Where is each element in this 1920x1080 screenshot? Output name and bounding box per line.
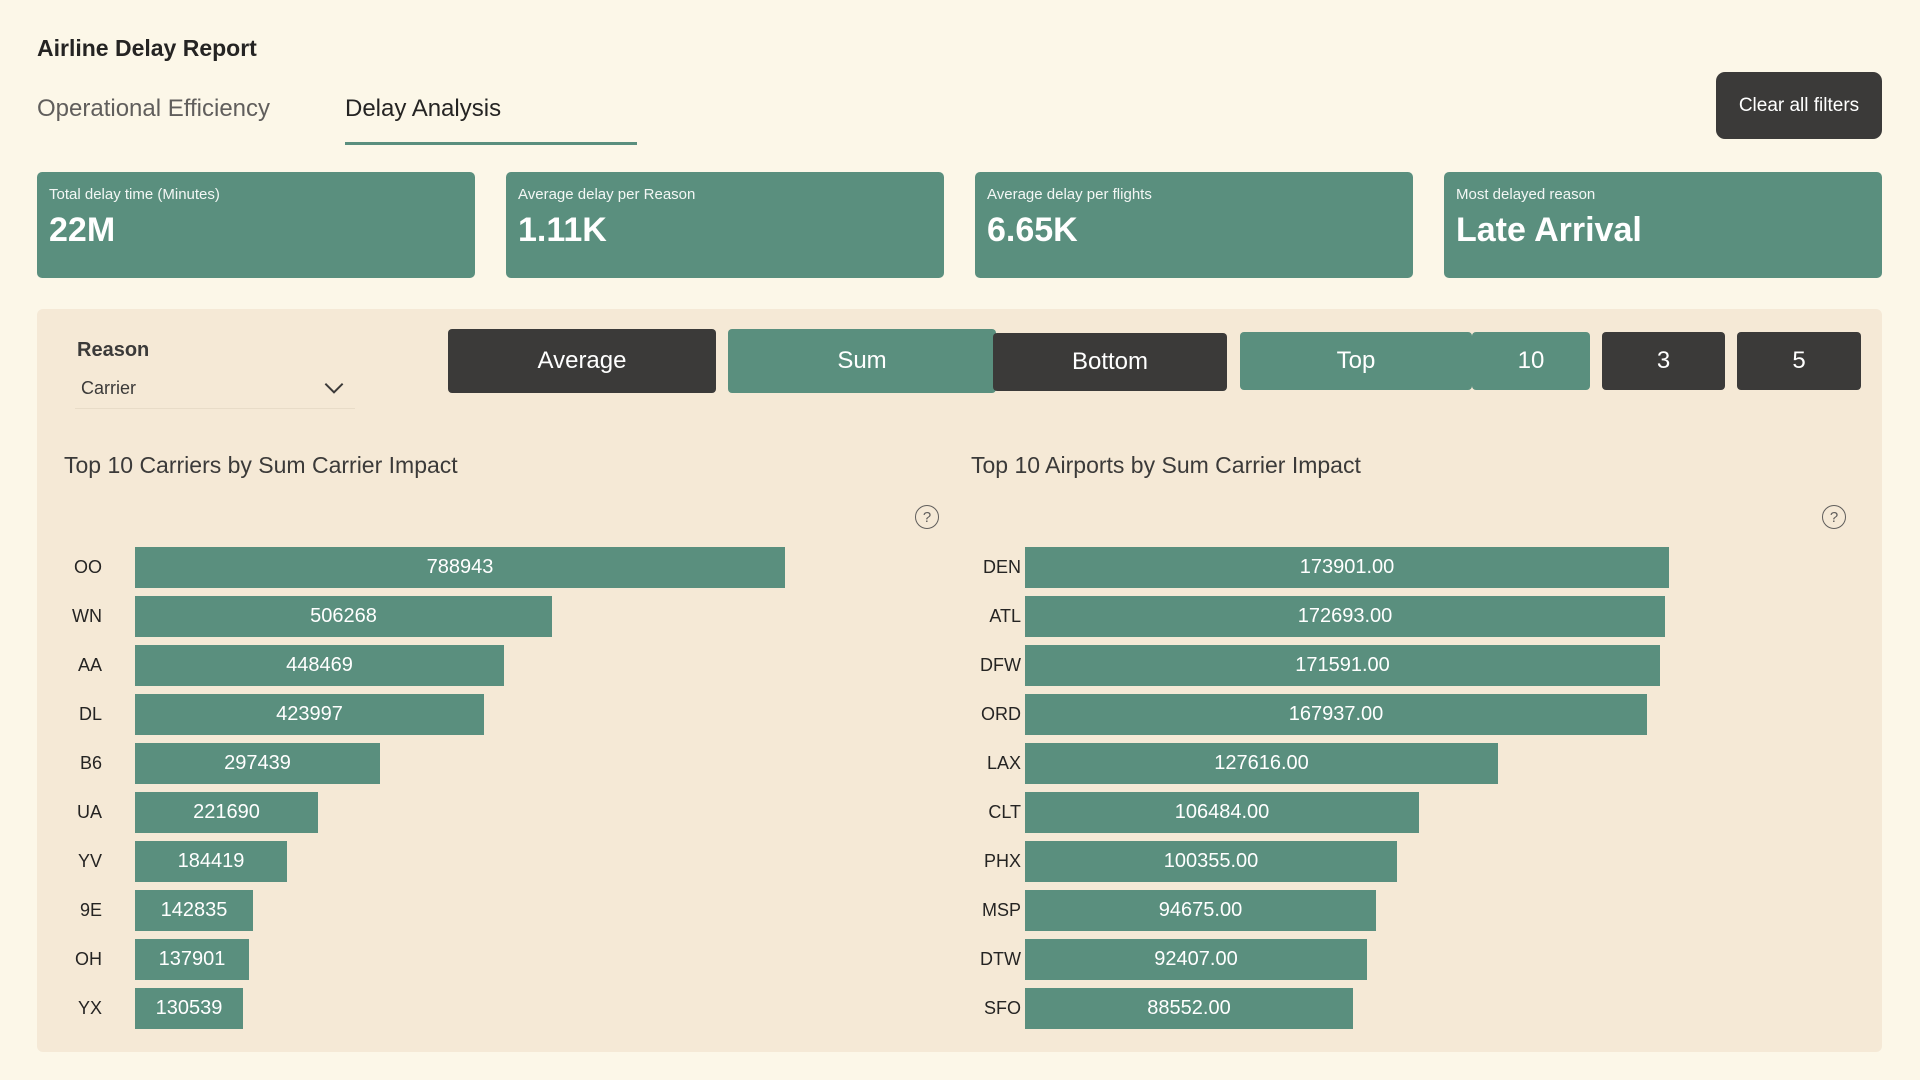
bar-value-label: 88552.00 (1147, 997, 1231, 1019)
bar[interactable] (135, 743, 380, 784)
bar-category-label: DL (78, 704, 102, 724)
bar[interactable] (1025, 841, 1397, 882)
bar-value-label: 788943 (426, 556, 494, 578)
bar[interactable] (135, 841, 287, 882)
bar-value-label: 423997 (276, 703, 343, 725)
bar-value-label: 100355.00 (1163, 850, 1259, 872)
average-button[interactable]: Average (448, 329, 716, 393)
kpi-value: 1.11K (518, 211, 607, 249)
airports-chart-title: Top 10 Airports by Sum Carrier Impact (971, 452, 1361, 478)
kpi-label: Total delay time (Minutes) (49, 186, 220, 203)
bar-category-label: OH (75, 949, 102, 969)
tab-operational-efficiency[interactable]: Operational Efficiency (37, 95, 271, 122)
bar[interactable] (135, 939, 249, 980)
bar-category-label: DTW (980, 949, 1021, 969)
clear-all-filters-button[interactable]: Clear all filters (1716, 72, 1882, 139)
bar[interactable] (1025, 988, 1353, 1029)
bar-category-label: UA (76, 802, 102, 822)
bar-value-label: 130539 (155, 997, 223, 1019)
bar-value-label: 172693.00 (1297, 605, 1393, 627)
kpi-label: Average delay per Reason (518, 186, 696, 203)
reason-filter-label: Reason (77, 339, 150, 361)
count-3-button[interactable]: 3 (1602, 332, 1725, 390)
bar-value-label: 448469 (286, 654, 353, 676)
bar-category-label: B6 (79, 753, 102, 773)
kpi-label: Most delayed reason (1456, 186, 1596, 203)
carriers-chart-title: Top 10 Carriers by Sum Carrier Impact (64, 452, 458, 478)
bar[interactable] (135, 596, 552, 637)
bar-value-label: 221690 (193, 801, 260, 823)
bar-category-label: AA (77, 655, 102, 675)
bar[interactable] (1025, 939, 1367, 980)
bar-value-label: 297439 (224, 752, 291, 774)
bar-value-label: 506268 (310, 605, 377, 627)
bar-category-label: YV (77, 851, 102, 871)
kpi-card-average-delay-per-flights: Average delay per flights 6.65K (975, 172, 1413, 278)
bar-value-label: 173901.00 (1299, 556, 1395, 578)
kpi-card-average-delay-per-reason: Average delay per Reason 1.11K (506, 172, 944, 278)
kpi-value: Late Arrival (1456, 211, 1642, 249)
bar[interactable] (135, 694, 484, 735)
bar-category-label: ATL (989, 606, 1021, 626)
bar[interactable] (1025, 890, 1376, 931)
bar-category-label: MSP (981, 900, 1021, 920)
count-5-button[interactable]: 5 (1737, 332, 1861, 390)
bar-category-label: CLT (988, 802, 1021, 822)
bar-category-label: DEN (982, 557, 1021, 577)
bar-value-label: 184419 (177, 850, 245, 872)
bar-category-label: WN (72, 606, 102, 626)
bar-value-label: 137901 (158, 948, 226, 970)
bar-category-label: DFW (980, 655, 1021, 675)
bar-value-label: 171591.00 (1295, 654, 1390, 676)
help-icon[interactable]: ? (1822, 505, 1846, 529)
bar-value-label: 106484.00 (1174, 801, 1270, 823)
bar[interactable] (135, 547, 785, 588)
bar-category-label: YX (77, 998, 102, 1018)
bar[interactable] (1025, 547, 1669, 588)
sum-button[interactable]: Sum (728, 329, 996, 393)
bar-category-label: LAX (986, 753, 1021, 773)
tab-bar: Operational Efficiency Delay Analysis (37, 95, 677, 147)
bar[interactable] (135, 988, 243, 1029)
bar-value-label: 94675.00 (1158, 899, 1243, 921)
bar[interactable] (1025, 694, 1647, 735)
kpi-label: Average delay per flights (987, 186, 1152, 203)
reason-dropdown[interactable]: Carrier (75, 369, 355, 409)
bar-category-label: ORD (981, 704, 1021, 724)
active-tab-indicator (345, 142, 637, 145)
bar-value-label: 92407.00 (1154, 948, 1238, 970)
bar-value-label: 127616.00 (1214, 752, 1309, 774)
top-button[interactable]: Top (1240, 332, 1472, 390)
bar[interactable] (135, 645, 504, 686)
bar-value-label: 167937.00 (1288, 703, 1384, 725)
chevron-down-icon (324, 382, 344, 394)
bar-value-label: 142835 (160, 899, 228, 921)
bar[interactable] (1025, 596, 1665, 637)
bar-category-label: 9E (79, 900, 102, 920)
kpi-card-most-delayed-reason: Most delayed reason Late Arrival (1444, 172, 1882, 278)
bar[interactable] (135, 792, 318, 833)
bar[interactable] (1025, 792, 1419, 833)
count-10-button[interactable]: 10 (1472, 332, 1590, 390)
bar[interactable] (1025, 743, 1498, 784)
bar[interactable] (135, 890, 253, 931)
bar[interactable] (1025, 645, 1660, 686)
bar-category-label: SFO (983, 998, 1021, 1018)
reason-dropdown-value: Carrier (81, 378, 137, 398)
kpi-value: 22M (49, 211, 116, 249)
bar-category-label: OO (73, 557, 102, 577)
analysis-panel: Reason Carrier Average Sum Bottom Top 10… (37, 309, 1882, 1052)
tab-delay-analysis[interactable]: Delay Analysis (345, 95, 502, 122)
kpi-card-total-delay: Total delay time (Minutes) 22M (37, 172, 475, 278)
help-icon[interactable]: ? (915, 505, 939, 529)
kpi-value: 6.65K (987, 211, 1078, 249)
bottom-button[interactable]: Bottom (993, 333, 1227, 391)
bar-category-label: PHX (983, 851, 1021, 871)
page-title: Airline Delay Report (37, 35, 257, 61)
